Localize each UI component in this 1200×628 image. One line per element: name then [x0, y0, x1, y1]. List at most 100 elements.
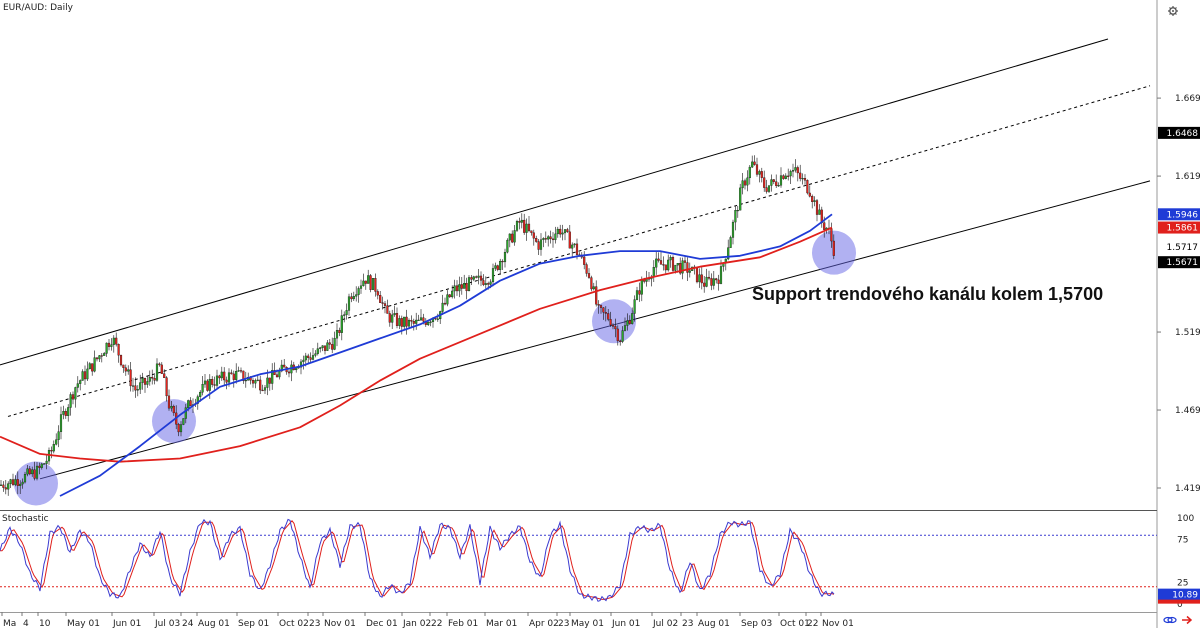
candle	[587, 268, 591, 279]
candle	[592, 282, 595, 291]
candle	[513, 224, 516, 246]
time-tick-label: Sep 01	[238, 619, 269, 628]
candle	[239, 367, 243, 374]
candle	[182, 418, 185, 426]
candle	[122, 364, 125, 373]
candle	[494, 262, 497, 271]
candle	[316, 342, 319, 356]
time-tick-label: Jun 01	[611, 619, 640, 628]
candle	[321, 345, 324, 352]
candle	[628, 315, 631, 325]
candle	[67, 404, 70, 422]
link-chain-icon[interactable]	[1163, 616, 1177, 624]
time-tick-label: Jul 02	[652, 619, 678, 628]
candle	[266, 369, 269, 396]
candle	[760, 167, 763, 183]
candle	[806, 179, 809, 195]
candle	[669, 255, 672, 268]
price-pane[interactable]: Support trendového kanálu kolem 1,5700	[0, 0, 1157, 510]
candle	[158, 362, 161, 367]
price-tag-label: 1.6468	[1167, 129, 1199, 139]
candle	[583, 251, 586, 270]
price-tag: 1.6468	[1158, 126, 1200, 139]
candlesticks	[0, 155, 835, 496]
candle	[633, 295, 636, 322]
candle	[331, 337, 334, 354]
candle	[777, 182, 780, 187]
candle	[273, 362, 276, 375]
candle	[763, 170, 766, 192]
candle	[91, 363, 94, 376]
channel-support-annotation: Support trendového kanálu kolem 1,5700	[752, 284, 1103, 304]
candle	[484, 276, 487, 291]
candle	[21, 478, 24, 489]
candle	[597, 300, 600, 314]
candle	[55, 433, 58, 446]
candle	[799, 164, 802, 182]
candle	[52, 440, 55, 454]
price-tag-label: 1.5946	[1167, 210, 1199, 220]
candle	[383, 300, 387, 314]
candle	[139, 374, 142, 395]
candle	[765, 179, 768, 194]
candle	[83, 365, 87, 385]
candle	[532, 229, 535, 246]
time-tick-label: Aug 01	[698, 619, 730, 628]
candle	[271, 363, 274, 390]
candle	[700, 267, 703, 290]
candle	[110, 338, 113, 351]
arrow-right-icon[interactable]	[1182, 615, 1193, 625]
candle	[602, 307, 605, 320]
candle	[129, 362, 132, 392]
time-tick-label: Aug 01	[198, 619, 230, 628]
candle	[465, 277, 468, 300]
candle	[148, 370, 151, 386]
stochastic-pane[interactable]: Stochastic 100 75 25 010.89	[0, 512, 1200, 610]
stochastic-value-tag	[1158, 588, 1200, 601]
candle	[511, 230, 514, 244]
time-axis[interactable]: Ma 4 10 May 01 Jun 01 Jul 03 24 Aug 01 Sep 01 Oct…	[0, 612, 1157, 628]
time-tick-label: Dec 01	[366, 619, 398, 628]
candle	[736, 206, 739, 218]
candle	[753, 155, 756, 166]
candle	[818, 204, 821, 215]
candle	[225, 376, 228, 390]
candle	[74, 386, 77, 408]
candle	[448, 294, 451, 298]
candle	[263, 384, 267, 394]
candle	[712, 270, 715, 290]
candle	[343, 311, 346, 323]
candle	[705, 268, 708, 288]
candle	[551, 232, 555, 248]
candle	[251, 378, 255, 388]
candle	[395, 307, 399, 329]
candle	[386, 299, 389, 314]
candle	[717, 274, 720, 291]
candle	[655, 251, 658, 275]
candle	[779, 167, 783, 188]
stochastic-lines	[0, 518, 835, 602]
candle	[703, 276, 706, 293]
candle	[184, 403, 187, 424]
candle	[326, 340, 329, 351]
settings-gear-icon[interactable]	[1168, 6, 1178, 16]
candle	[81, 369, 84, 381]
candle	[491, 263, 495, 287]
candle	[782, 174, 785, 180]
candle	[155, 358, 159, 382]
candle	[482, 274, 485, 287]
candle	[340, 309, 343, 341]
candle	[172, 404, 175, 416]
candle	[213, 376, 216, 391]
time-tick-label: Jan 02	[402, 619, 431, 628]
candle	[621, 326, 624, 344]
candle	[40, 462, 43, 470]
stochastic-tick-label: 100	[1177, 514, 1194, 524]
candle	[609, 311, 612, 327]
candle	[479, 271, 483, 287]
candle	[367, 269, 370, 284]
candle	[319, 346, 322, 353]
ma-red-line	[0, 226, 833, 463]
candle	[743, 178, 747, 190]
